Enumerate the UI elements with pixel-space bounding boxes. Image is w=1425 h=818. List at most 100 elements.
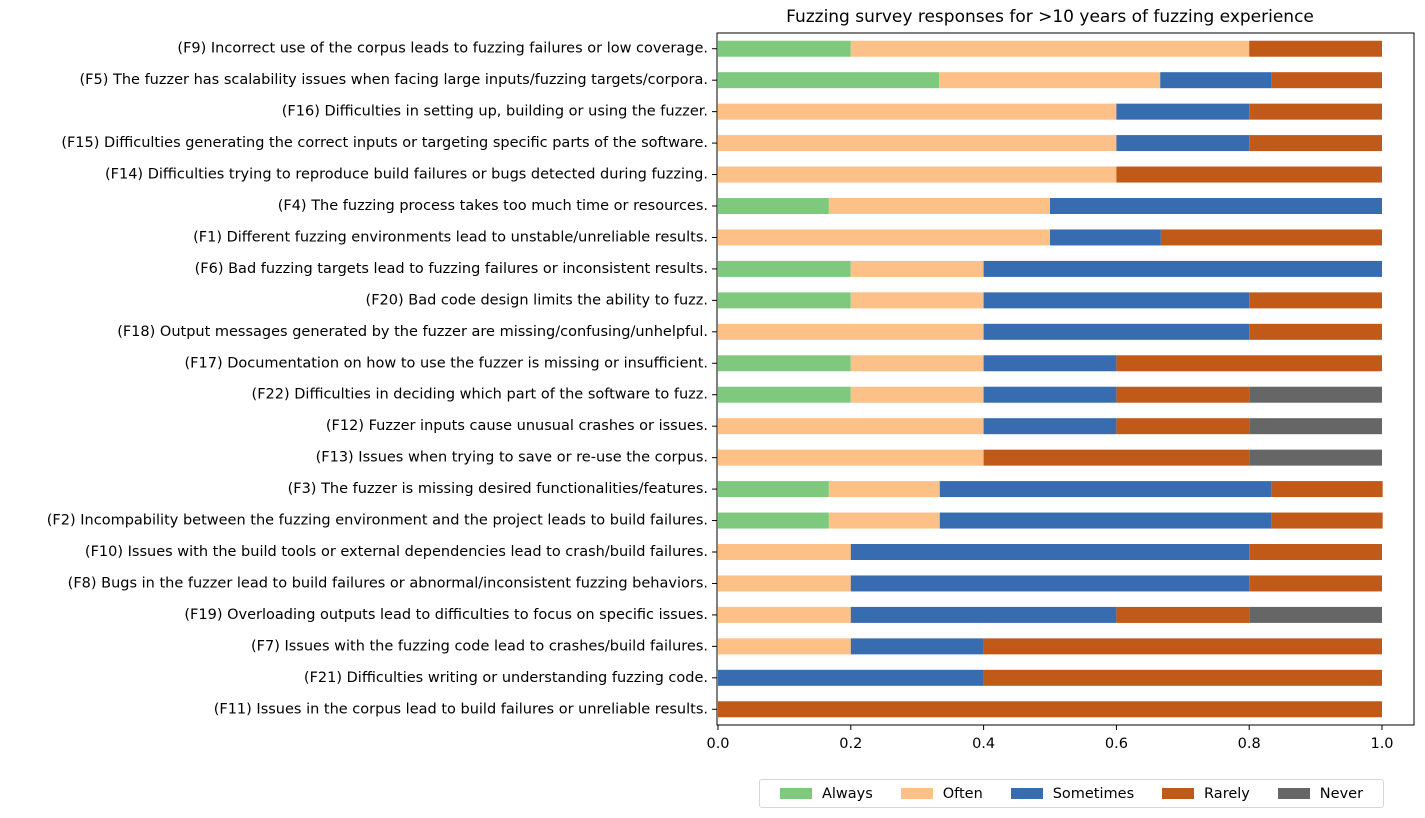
bar-always-15 (718, 481, 829, 498)
bar-rarely-7 (1160, 229, 1382, 246)
bar-always-6 (718, 198, 829, 214)
bar-often-20 (718, 638, 851, 655)
y-tick-label: (F20) Bad code design limits the ability… (366, 292, 708, 308)
x-tick-label: 0.2 (839, 736, 862, 752)
y-tick-label: (F13) Issues when trying to save or re-u… (316, 450, 708, 466)
bar-often-18 (718, 575, 851, 592)
y-tick-label: (F7) Issues with the fuzzing code lead t… (251, 638, 708, 654)
legend-item-rarely: Rarely (1162, 786, 1250, 802)
bar-always-2 (718, 72, 940, 89)
bar-sometimes-17 (850, 544, 1250, 560)
bar-often-12 (850, 386, 984, 403)
bar-always-1 (718, 40, 851, 57)
bar-often-5 (718, 166, 1117, 183)
bar-sometimes-18 (850, 575, 1250, 592)
bar-often-19 (718, 606, 851, 623)
bar-sometimes-2 (1160, 72, 1272, 89)
y-tick-label: (F14) Difficulties trying to reproduce b… (105, 167, 708, 183)
bar-sometimes-12 (983, 386, 1117, 403)
bar-sometimes-11 (983, 355, 1117, 372)
bar-rarely-12 (1116, 386, 1250, 403)
bar-sometimes-6 (1050, 198, 1382, 214)
y-tick-label: (F5) The fuzzer has scalability issues w… (80, 72, 708, 88)
legend-label: Often (942, 785, 983, 802)
bar-rarely-17 (1249, 544, 1382, 560)
chart-title: Fuzzing survey responses for >10 years o… (786, 7, 1314, 27)
bar-rarely-5 (1116, 166, 1382, 183)
bar-often-8 (850, 260, 984, 277)
bar-often-10 (718, 323, 984, 340)
bar-rarely-1 (1249, 40, 1382, 57)
bar-sometimes-4 (1116, 135, 1250, 152)
legend-item-always: Always (779, 785, 873, 802)
bar-often-4 (718, 135, 1117, 152)
bar-never-12 (1249, 386, 1382, 403)
legend-label: Always (821, 785, 873, 802)
bar-sometimes-13 (983, 418, 1117, 435)
legend: Always Often Sometimes Rarely Never (759, 779, 1384, 808)
bar-often-13 (718, 418, 984, 435)
bar-sometimes-21 (718, 669, 984, 686)
bar-rarely-9 (1249, 292, 1382, 309)
x-tick-label: 0.4 (972, 736, 995, 752)
y-tick-label: (F1) Different fuzzing environments lead… (193, 229, 708, 245)
bar-rarely-11 (1116, 355, 1382, 372)
legend-swatch (900, 788, 933, 799)
bar-never-14 (1249, 449, 1382, 466)
bar-always-16 (718, 512, 829, 529)
bar-sometimes-10 (983, 323, 1250, 340)
bar-always-12 (718, 386, 851, 403)
x-tick-label: 0.8 (1238, 736, 1261, 752)
bar-always-11 (718, 355, 851, 372)
bar-always-9 (718, 292, 851, 309)
y-tick-label: (F6) Bad fuzzing targets lead to fuzzing… (195, 261, 708, 277)
bar-rarely-15 (1271, 481, 1383, 498)
legend-swatch (1162, 788, 1195, 799)
y-tick-label: (F9) Incorrect use of the corpus leads t… (177, 41, 708, 57)
bar-rarely-4 (1249, 135, 1382, 152)
legend-swatch (779, 788, 812, 799)
bar-sometimes-9 (983, 292, 1250, 309)
y-tick-label: (F22) Difficulties in deciding which par… (252, 387, 708, 403)
bar-often-1 (850, 40, 1250, 57)
bar-rarely-22 (718, 701, 1382, 718)
plot-frame (716, 32, 1415, 726)
legend-swatch (1277, 788, 1310, 799)
bar-often-3 (718, 103, 1117, 120)
y-tick-label: (F8) Bugs in the fuzzer lead to build fa… (68, 575, 708, 591)
y-tick-label: (F21) Difficulties writing or understand… (304, 670, 708, 686)
y-tick-label: (F10) Issues with the build tools or ext… (85, 544, 708, 560)
bar-often-15 (828, 481, 940, 498)
bar-sometimes-16 (939, 512, 1272, 529)
bar-sometimes-20 (850, 638, 984, 655)
legend-swatch (1010, 788, 1043, 799)
y-tick-label: (F2) Incompability between the fuzzing e… (47, 513, 708, 529)
bar-rarely-3 (1249, 103, 1382, 120)
x-tick-label: 0.0 (706, 736, 729, 752)
bar-often-9 (850, 292, 984, 309)
y-tick-label: (F11) Issues in the corpus lead to build… (214, 701, 708, 717)
bar-often-16 (828, 512, 940, 529)
bar-rarely-2 (1271, 72, 1382, 89)
bar-often-14 (718, 449, 984, 466)
legend-label: Rarely (1204, 785, 1250, 802)
bar-rarely-14 (983, 449, 1250, 466)
bar-sometimes-8 (983, 260, 1382, 277)
y-tick-label: (F3) The fuzzer is missing desired funct… (288, 481, 708, 497)
bar-rarely-10 (1249, 323, 1382, 340)
legend-item-sometimes: Sometimes (1010, 785, 1135, 802)
bar-never-13 (1249, 418, 1382, 435)
y-tick-label: (F19) Overloading outputs lead to diffic… (184, 607, 708, 623)
y-tick-label: (F15) Difficulties generating the correc… (61, 135, 708, 151)
bar-rarely-19 (1116, 606, 1250, 623)
bar-rarely-13 (1116, 418, 1250, 435)
legend-label: Sometimes (1052, 785, 1135, 802)
bar-often-2 (939, 72, 1161, 89)
bar-often-17 (718, 544, 851, 560)
bar-never-19 (1249, 606, 1382, 623)
y-tick-label: (F18) Output messages generated by the f… (117, 324, 708, 340)
legend-item-often: Often (900, 785, 983, 802)
bar-often-11 (850, 355, 984, 372)
